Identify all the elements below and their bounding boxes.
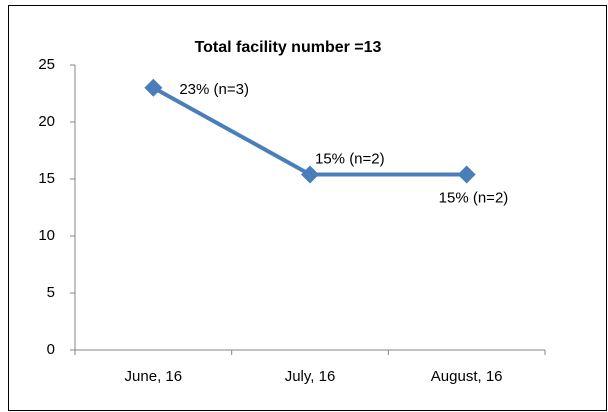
marker bbox=[144, 78, 163, 97]
y-tick-label: 10 bbox=[38, 227, 55, 244]
y-tick-label: 20 bbox=[38, 113, 55, 130]
data-label: 15% (n=2) bbox=[315, 150, 385, 167]
marker bbox=[457, 165, 476, 184]
x-tick-label: August, 16 bbox=[431, 368, 503, 385]
y-tick-label: 5 bbox=[47, 284, 55, 301]
x-tick-label: July, 16 bbox=[285, 368, 336, 385]
y-tick-label: 25 bbox=[38, 56, 55, 73]
data-label: 23% (n=3) bbox=[179, 81, 249, 98]
y-tick-label: 0 bbox=[47, 341, 55, 358]
chart-title: Total facility number =13 bbox=[195, 39, 382, 56]
data-label: 15% (n=2) bbox=[439, 189, 509, 206]
marker bbox=[301, 165, 319, 184]
y-tick-label: 15 bbox=[38, 170, 55, 187]
chart-frame bbox=[8, 5, 607, 411]
x-tick-label: June, 16 bbox=[125, 368, 183, 385]
